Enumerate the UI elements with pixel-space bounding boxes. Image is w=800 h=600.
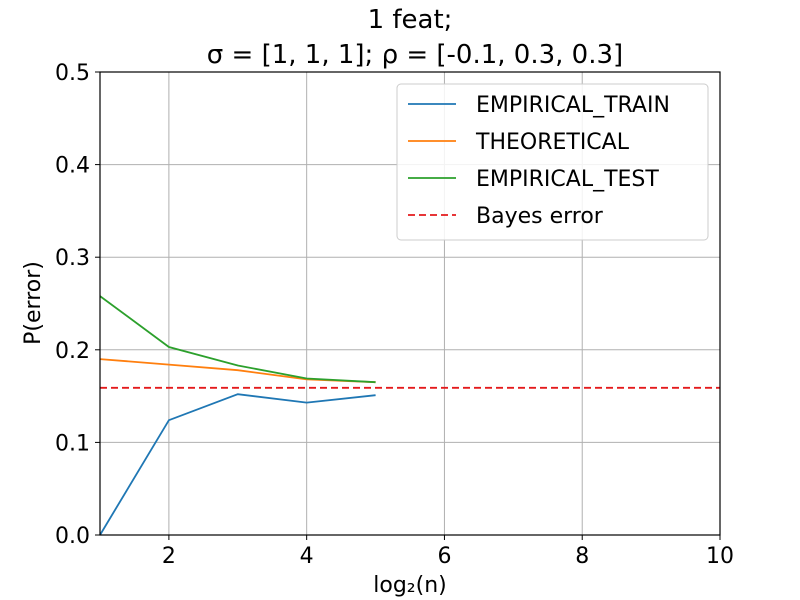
y-tick-label-2: 0.2 bbox=[55, 339, 90, 364]
y-tick-label-4: 0.4 bbox=[55, 154, 90, 179]
y-tick-label-0: 0.0 bbox=[55, 524, 90, 549]
tick-group: 2 4 6 8 10 0.0 0.1 0.2 0.3 0.4 0.5 bbox=[55, 61, 734, 569]
x-tick-label-4: 10 bbox=[706, 544, 734, 569]
x-tick-label-0: 2 bbox=[162, 544, 176, 569]
series-group bbox=[99, 295, 720, 536]
y-tick-label-5: 0.5 bbox=[55, 61, 90, 86]
legend-label-2: EMPIRICAL_TEST bbox=[476, 167, 659, 192]
legend-label-0: EMPIRICAL_TRAIN bbox=[476, 93, 670, 118]
chart-title-line2: σ = [1, 1, 1]; ρ = [-0.1, 0.3, 0.3] bbox=[207, 40, 623, 70]
legend-box bbox=[396, 83, 709, 241]
y-axis-label: P(error) bbox=[21, 261, 46, 345]
legend-label-3: Bayes error bbox=[476, 204, 604, 229]
x-axis-label: log₂(n) bbox=[373, 573, 446, 598]
x-tick-label-2: 6 bbox=[437, 544, 451, 569]
series-line-2 bbox=[99, 295, 376, 384]
x-tick-label-1: 4 bbox=[300, 544, 314, 569]
chart-title-line1: 1 feat; bbox=[368, 5, 453, 35]
series-line-0 bbox=[99, 393, 376, 536]
x-tick-label-3: 8 bbox=[575, 544, 589, 569]
legend-label-1: THEORETICAL bbox=[475, 130, 630, 155]
plot-frame bbox=[99, 71, 721, 536]
legend: EMPIRICAL_TRAIN THEORETICAL EMPIRICAL_TEST… bbox=[396, 83, 709, 241]
series-line-1 bbox=[99, 358, 376, 384]
y-tick-label-1: 0.1 bbox=[55, 431, 90, 456]
y-tick-label-3: 0.3 bbox=[55, 246, 90, 271]
